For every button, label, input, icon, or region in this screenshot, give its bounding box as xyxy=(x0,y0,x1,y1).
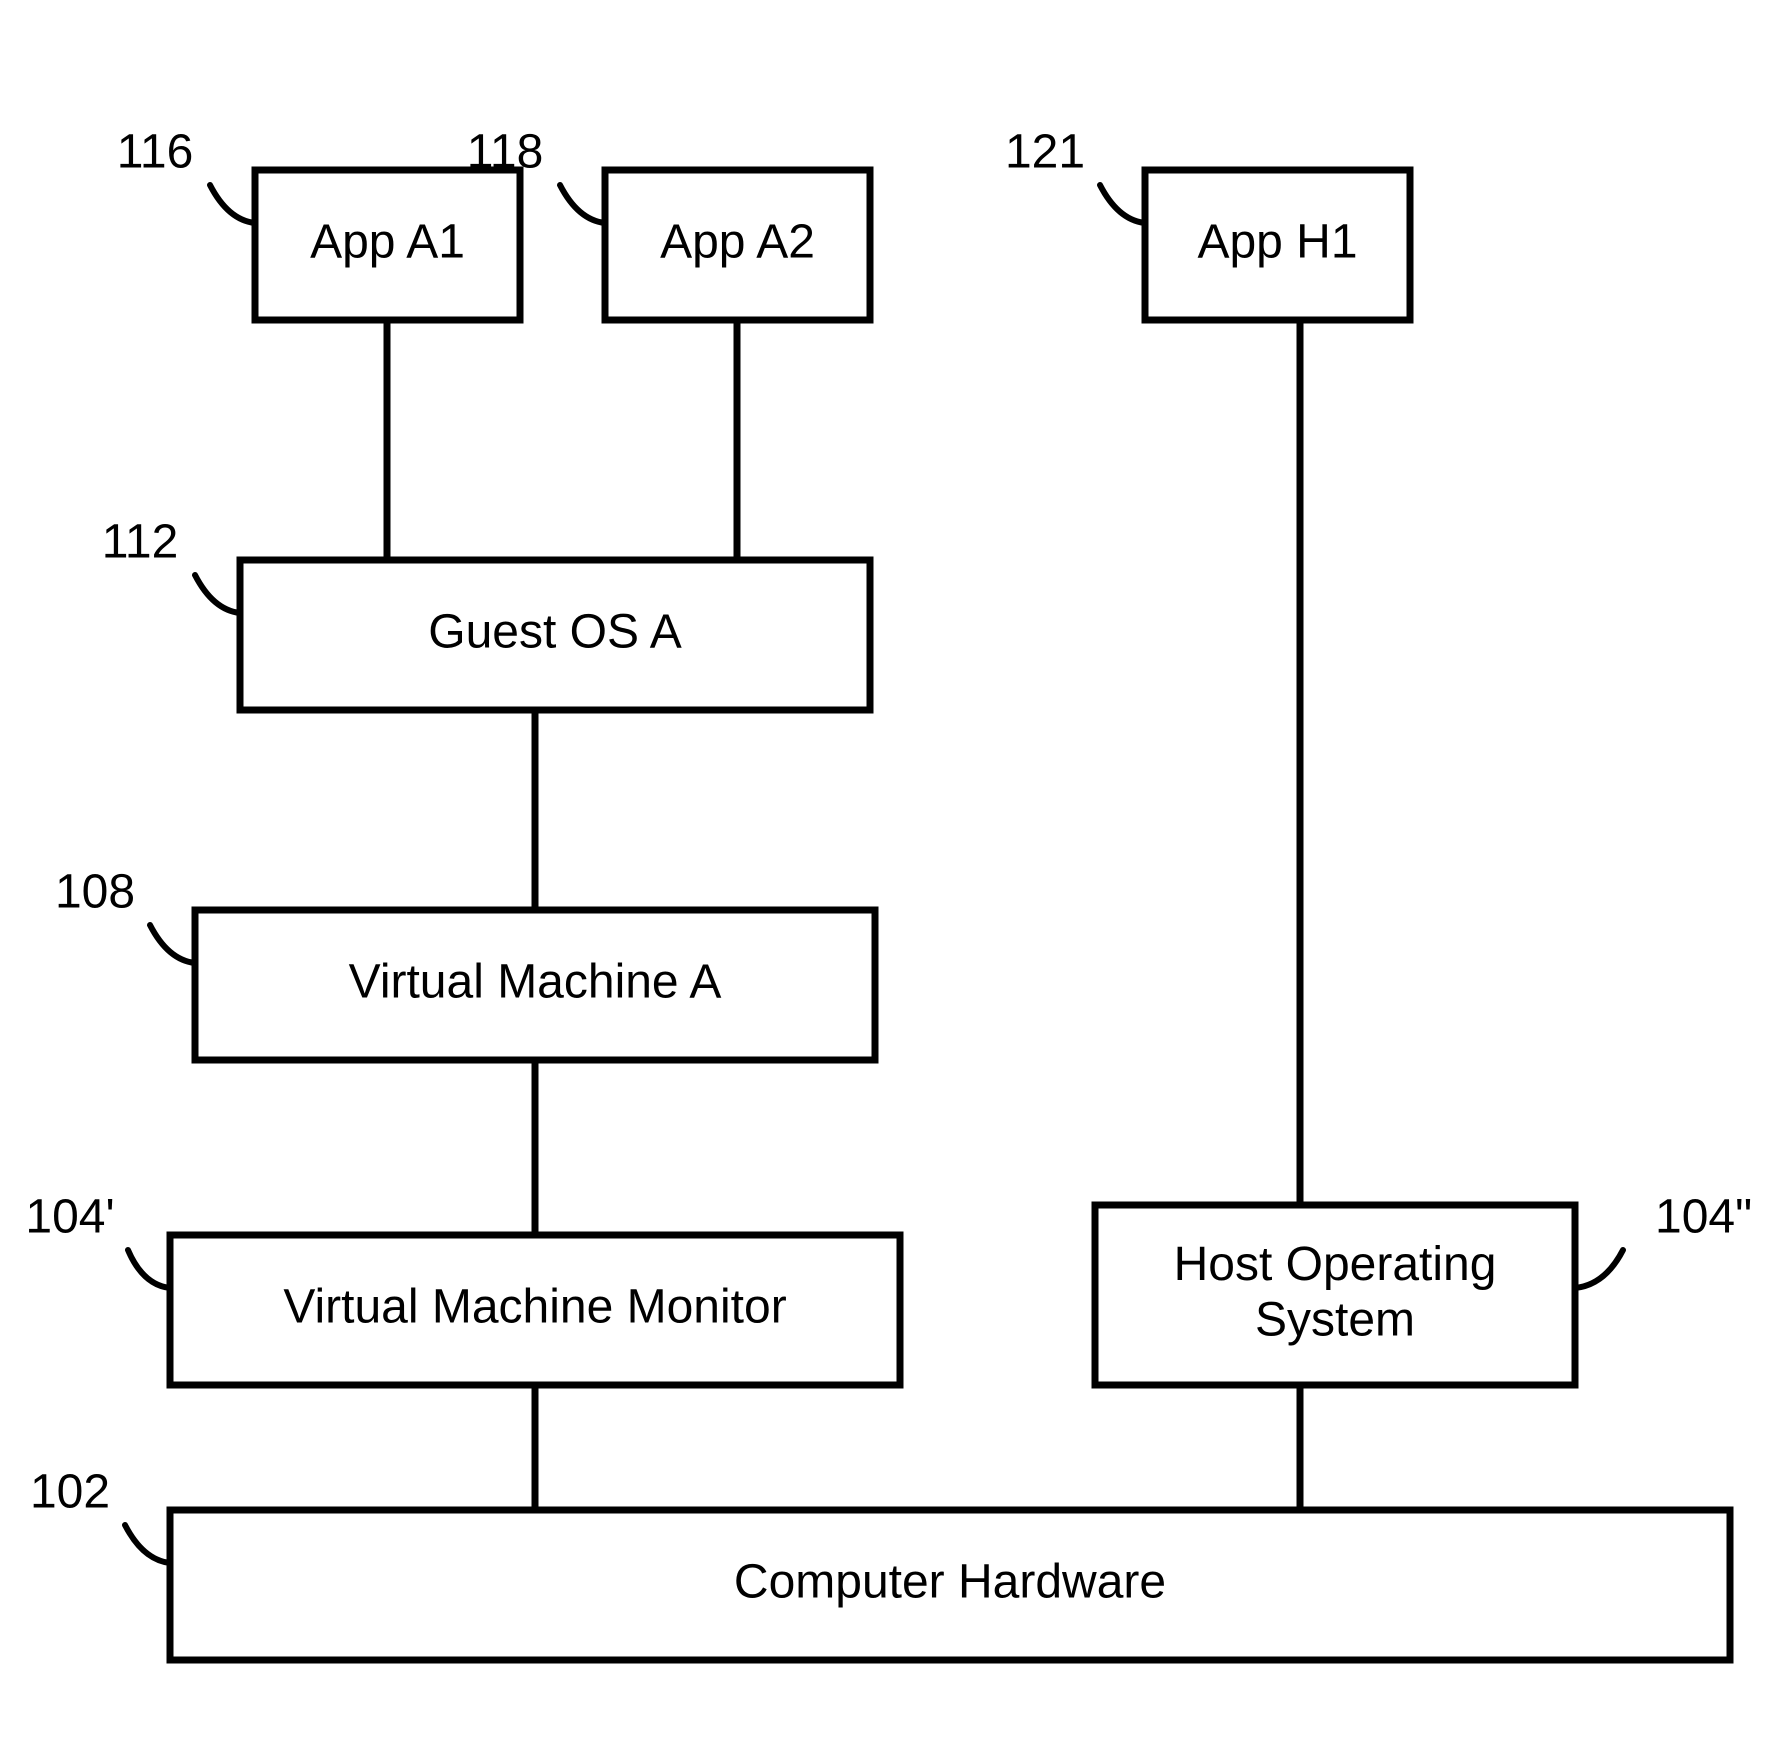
ref-102: 102 xyxy=(30,1466,170,1563)
node-hw: Computer Hardware xyxy=(170,1510,1730,1660)
svg-text:118: 118 xyxy=(467,126,544,179)
node-guestOS: Guest OS A xyxy=(240,560,870,710)
svg-text:Virtual Machine Monitor: Virtual Machine Monitor xyxy=(283,1281,786,1334)
svg-text:112: 112 xyxy=(102,516,179,569)
svg-text:108: 108 xyxy=(55,866,135,919)
svg-text:Computer Hardware: Computer Hardware xyxy=(734,1556,1166,1609)
svg-text:Virtual Machine A: Virtual Machine A xyxy=(349,956,722,1009)
ref-108: 108 xyxy=(55,866,195,963)
node-vmm: Virtual Machine Monitor xyxy=(170,1235,900,1385)
node-hostOS: Host OperatingSystem xyxy=(1095,1205,1575,1385)
ref-112: 112 xyxy=(102,516,240,613)
node-appA2: App A2 xyxy=(605,170,870,320)
svg-text:104': 104' xyxy=(25,1191,114,1244)
node-appA1: App A1 xyxy=(255,170,520,320)
svg-text:App H1: App H1 xyxy=(1197,216,1357,269)
svg-text:Guest OS A: Guest OS A xyxy=(428,606,681,659)
svg-text:121: 121 xyxy=(1005,126,1085,179)
ref-104': 104' xyxy=(25,1191,170,1288)
svg-text:System: System xyxy=(1255,1293,1415,1346)
svg-text:104": 104" xyxy=(1655,1191,1752,1244)
svg-text:116: 116 xyxy=(117,126,194,179)
svg-text:App A1: App A1 xyxy=(310,216,465,269)
svg-text:App A2: App A2 xyxy=(660,216,815,269)
ref-116: 116 xyxy=(117,126,255,223)
ref-104": 104" xyxy=(1575,1191,1752,1288)
ref-121: 121 xyxy=(1005,126,1145,223)
node-vmA: Virtual Machine A xyxy=(195,910,875,1060)
node-appH1: App H1 xyxy=(1145,170,1410,320)
svg-text:102: 102 xyxy=(30,1466,110,1519)
svg-text:Host Operating: Host Operating xyxy=(1174,1238,1497,1291)
